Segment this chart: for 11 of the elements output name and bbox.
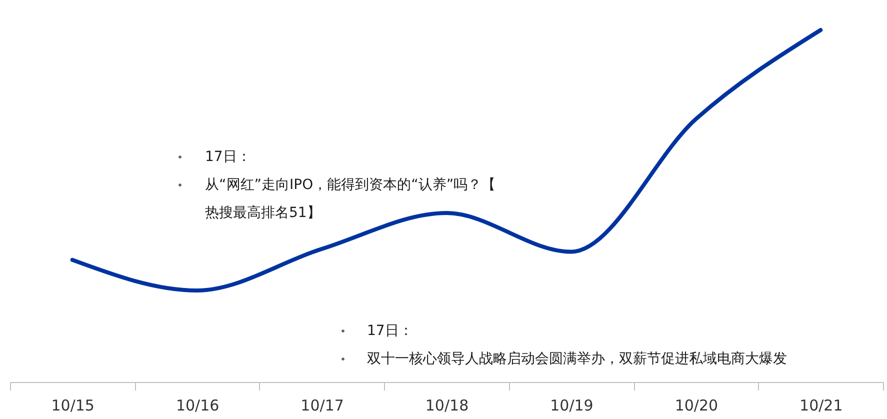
x-tick-label: 10/19 (550, 396, 594, 414)
annotation: 从“网红”走向IPO，能得到资本的“认养”吗？【热搜最高排名51】 (205, 177, 496, 221)
x-tick-label: 10/20 (674, 396, 718, 414)
x-tick-label: 10/21 (800, 396, 843, 414)
x-tick-label: 10/16 (176, 396, 220, 414)
x-tick-label: 10/17 (300, 396, 344, 414)
annotation: 17日： (205, 149, 251, 165)
x-tick-label: 10/18 (425, 396, 469, 414)
annotation: 双十一核心领导人战略启动会圆满举办，双薪节促进私域电商大爆发 (367, 351, 787, 367)
annotation: 17日： (367, 323, 413, 339)
x-tick-label: 10/15 (51, 396, 94, 414)
